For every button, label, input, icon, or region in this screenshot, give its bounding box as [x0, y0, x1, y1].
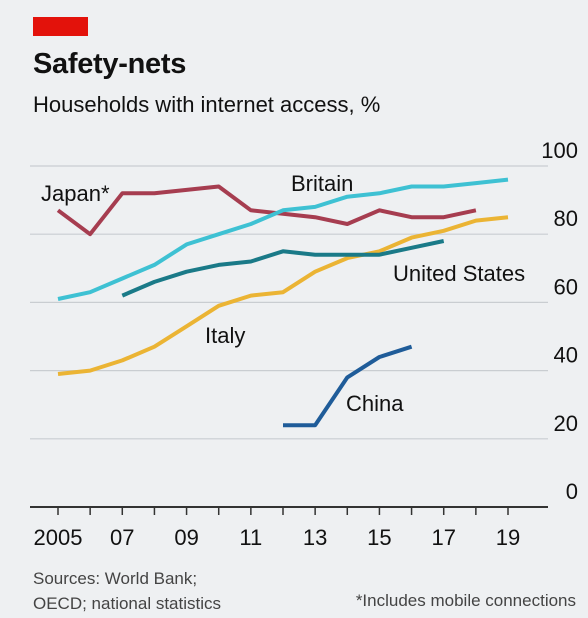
chart-title: Safety-nets	[33, 48, 187, 80]
series-label-japan: Japan*	[41, 181, 110, 206]
y-tick-label-60: 60	[554, 274, 578, 299]
series-line-japan	[56, 184, 477, 237]
x-axis: 2005 07 09 11 13 15 17 19	[30, 506, 548, 550]
red-tag-bar	[33, 17, 88, 36]
sources-note: Sources: World Bank; OECD; national stat…	[33, 566, 221, 616]
series-label-united-states: United States	[393, 261, 525, 286]
series-labels: Britain Japan* United States Italy China	[41, 171, 525, 416]
x-tick-label-2011: 11	[239, 525, 262, 550]
y-tick-label-80: 80	[554, 206, 578, 231]
chart-subtitle: Households with internet access, %	[33, 92, 381, 117]
sources-line-1: Sources: World Bank;	[33, 569, 198, 588]
y-tick-label-0: 0	[566, 479, 578, 504]
x-tick-label-2017: 17	[431, 525, 455, 550]
y-tick-label-40: 40	[554, 343, 578, 368]
sources-line-2: OECD; national statistics	[33, 594, 222, 613]
y-tick-label-20: 20	[554, 411, 578, 436]
x-tick-label-2009: 09	[174, 525, 198, 550]
x-tick-label-2007: 07	[110, 525, 134, 550]
series-lines	[56, 177, 509, 428]
x-tick-label-2015: 15	[367, 525, 391, 550]
series-label-china: China	[346, 391, 404, 416]
y-tick-label-100: 100	[541, 138, 578, 163]
series-label-italy: Italy	[205, 323, 245, 348]
y-axis-ticks: 0 20 40 60 80 100	[541, 138, 578, 504]
series-line-united-states	[121, 239, 445, 298]
series-line-china	[283, 344, 413, 428]
x-tick-label-2005: 2005	[34, 525, 83, 550]
series-line-britain	[57, 177, 509, 301]
series-label-britain: Britain	[291, 171, 353, 196]
gridlines	[30, 165, 548, 440]
x-tick-label-2013: 13	[303, 525, 327, 550]
x-tick-label-2019: 19	[496, 525, 520, 550]
series-line-italy	[57, 215, 509, 376]
footnote: *Includes mobile connections	[355, 591, 576, 610]
